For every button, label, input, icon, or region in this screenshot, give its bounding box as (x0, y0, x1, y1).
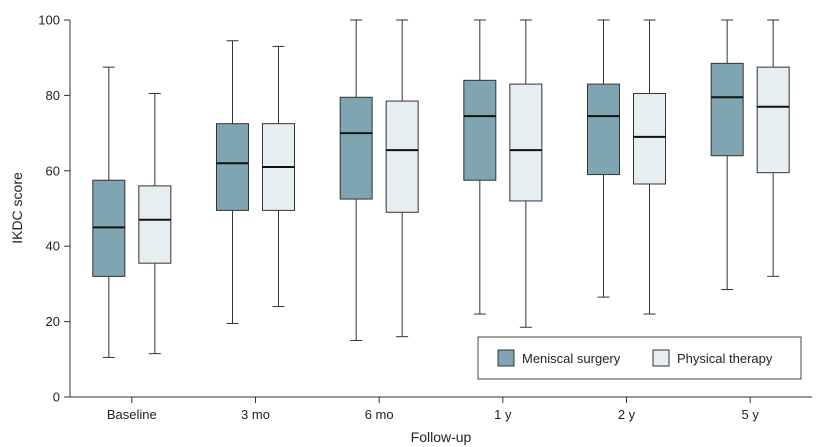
x-tick-label: Baseline (107, 407, 157, 422)
legend-swatch-meniscal-surgery (497, 349, 515, 367)
y-tick-label: 20 (46, 314, 60, 329)
box-iqr (138, 185, 172, 264)
x-tick-label: 5 y (741, 407, 759, 422)
x-axis-title: Follow-up (411, 429, 472, 445)
box-physical-therapy (756, 19, 790, 277)
x-tick-label: 1 y (494, 407, 512, 422)
y-tick-label: 100 (38, 13, 60, 28)
box-meniscal-surgery (463, 19, 497, 315)
y-tick-label: 60 (46, 163, 60, 178)
box-iqr (710, 62, 744, 157)
box-meniscal-surgery (710, 19, 744, 291)
box-physical-therapy (385, 19, 419, 338)
box-iqr (339, 96, 373, 200)
box-iqr (216, 123, 249, 211)
box-iqr (385, 100, 419, 213)
box-iqr (587, 83, 620, 176)
y-tick-label: 0 (53, 390, 60, 405)
box-physical-therapy (138, 93, 172, 355)
legend-label-meniscal-surgery: Meniscal surgery (522, 351, 621, 366)
legend: Meniscal surgery Physical therapy (477, 336, 802, 380)
x-tick-label: 3 mo (241, 407, 270, 422)
y-axis-title: IKDC score (9, 172, 25, 244)
box-iqr (633, 93, 666, 185)
legend-label-physical-therapy: Physical therapy (677, 351, 773, 366)
box-groups (92, 19, 790, 358)
x-tick-label: 6 mo (365, 407, 394, 422)
box-physical-therapy (262, 45, 295, 308)
box-iqr (463, 79, 497, 181)
legend-swatch-physical-therapy (652, 349, 670, 367)
box-iqr (509, 83, 543, 202)
y-tick-label: 80 (46, 88, 60, 103)
x-axis: Baseline 3 mo 6 mo 1 y 2 y 5 y (70, 396, 812, 422)
y-tick-label: 40 (46, 239, 60, 254)
box-meniscal-surgery (216, 40, 249, 324)
box-meniscal-surgery (339, 19, 373, 341)
box-physical-therapy (509, 19, 543, 328)
box-iqr (756, 66, 790, 174)
box-meniscal-surgery (92, 66, 126, 358)
box-physical-therapy (633, 19, 666, 315)
legend-frame (477, 336, 802, 380)
box-meniscal-surgery (587, 19, 620, 298)
y-axis: 0 20 40 60 80 100 (38, 13, 71, 405)
x-tick-label: 2 y (618, 407, 636, 422)
